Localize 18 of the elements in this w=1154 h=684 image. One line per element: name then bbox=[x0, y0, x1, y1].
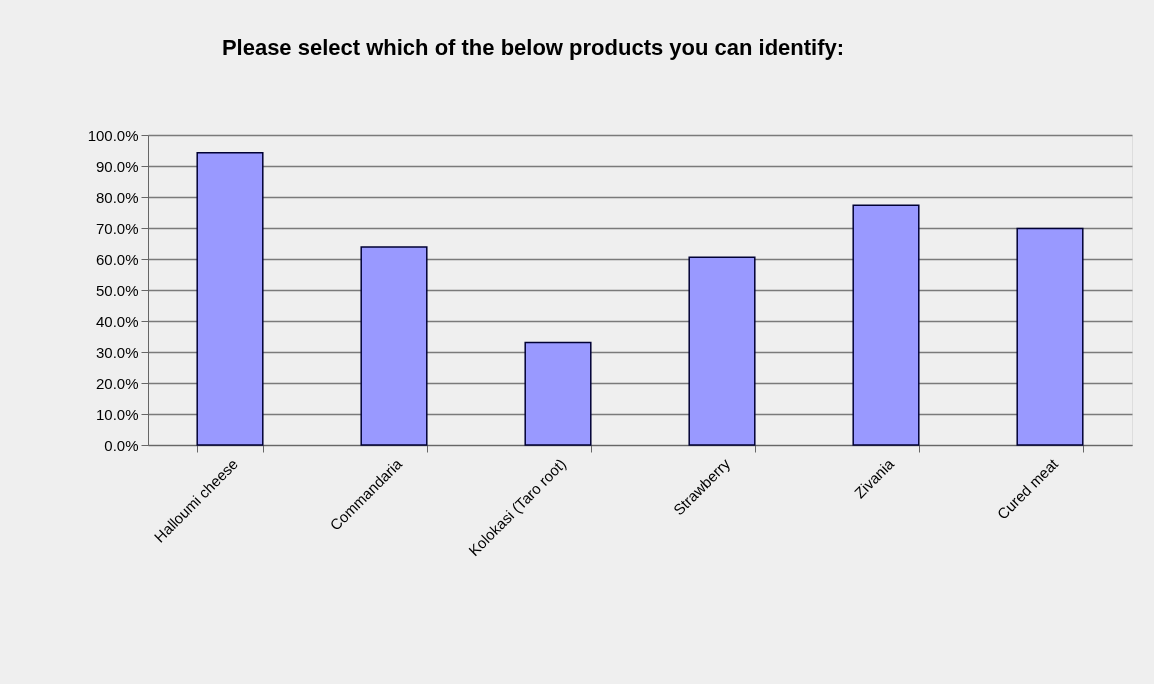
bar bbox=[1016, 227, 1084, 446]
bar bbox=[524, 341, 592, 446]
bar bbox=[360, 246, 428, 446]
y-tick-label: 40.0% bbox=[95, 312, 139, 330]
y-tick-label: 60.0% bbox=[95, 250, 139, 268]
y-tick-label: 70.0% bbox=[95, 219, 139, 237]
y-tick-label: 10.0% bbox=[95, 405, 139, 423]
y-tick-label: 90.0% bbox=[95, 157, 139, 175]
y-tick-label: 20.0% bbox=[95, 374, 139, 392]
y-tick-label: 80.0% bbox=[95, 188, 139, 206]
y-tick-label: 100.0% bbox=[87, 126, 139, 144]
bar bbox=[852, 204, 920, 446]
bar bbox=[688, 256, 756, 446]
y-tick-label: 30.0% bbox=[95, 343, 139, 361]
y-tick-label: 50.0% bbox=[95, 281, 139, 299]
bar bbox=[196, 151, 264, 446]
chart-title: Please select which of the below products you can identify: bbox=[221, 35, 845, 60]
y-tick-label: 0.0% bbox=[104, 436, 139, 454]
